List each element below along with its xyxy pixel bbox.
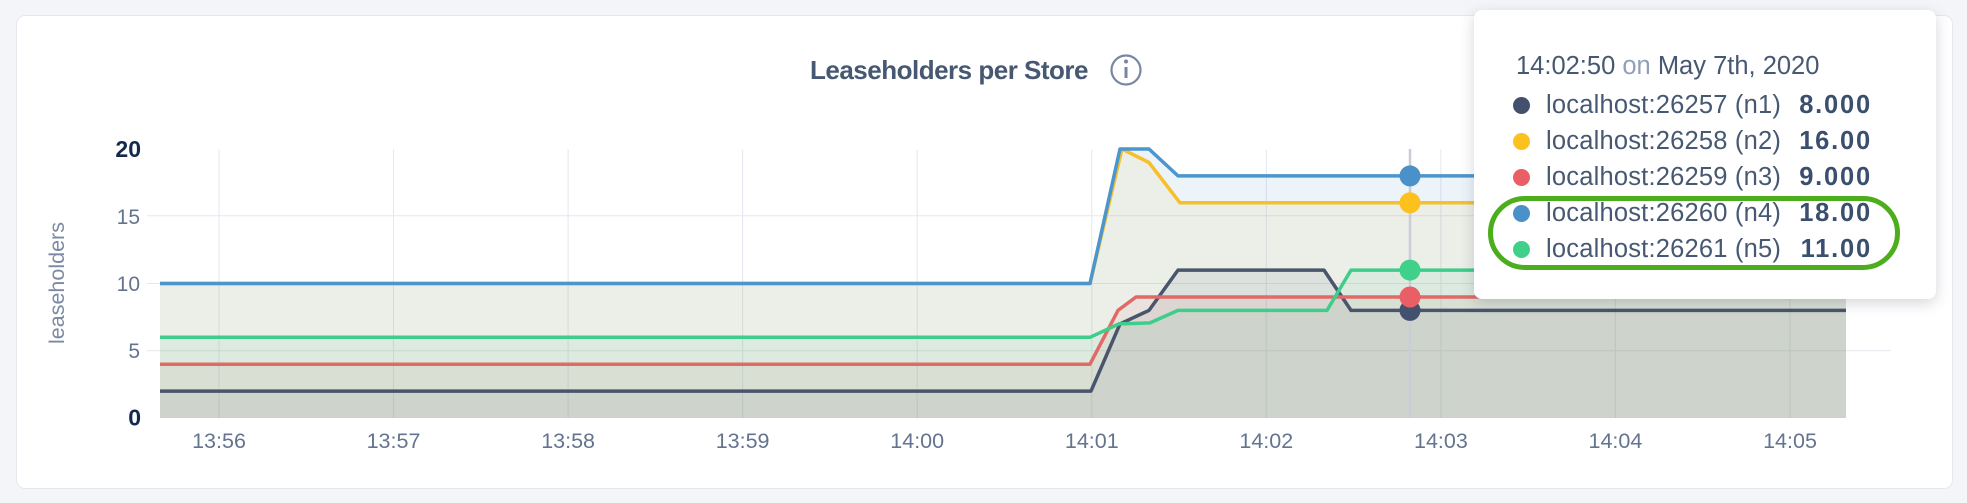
svg-text:14:03: 14:03 bbox=[1414, 429, 1468, 453]
svg-text:14:05: 14:05 bbox=[1763, 429, 1817, 453]
svg-text:13:57: 13:57 bbox=[367, 429, 421, 453]
svg-text:13:58: 13:58 bbox=[541, 429, 595, 453]
svg-text:14:02: 14:02 bbox=[1239, 429, 1293, 453]
svg-text:14:00: 14:00 bbox=[890, 429, 944, 453]
svg-text:13:59: 13:59 bbox=[716, 429, 770, 453]
svg-text:0: 0 bbox=[128, 405, 141, 431]
svg-text:14:01: 14:01 bbox=[1065, 429, 1119, 453]
svg-text:20: 20 bbox=[115, 136, 141, 162]
svg-text:10: 10 bbox=[117, 273, 140, 296]
svg-text:15: 15 bbox=[117, 206, 140, 229]
svg-text:14:04: 14:04 bbox=[1588, 429, 1642, 453]
svg-text:13:56: 13:56 bbox=[192, 429, 246, 453]
svg-text:leaseholders: leaseholders bbox=[45, 222, 69, 344]
svg-text:5: 5 bbox=[128, 340, 140, 363]
